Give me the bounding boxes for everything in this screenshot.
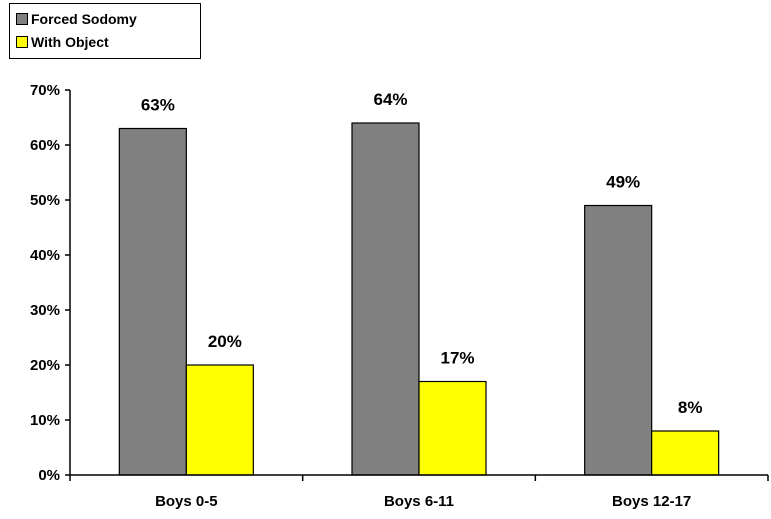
axes: [69, 90, 768, 476]
bar-with-object: [651, 430, 720, 476]
y-axis-ticks: 0% 10% 20% 30% 40% 50% 60% 70%: [30, 82, 70, 484]
x-axis-ticks: Boys 0-5 Boys 6-11 Boys 12-17: [69, 475, 769, 510]
x-tick-label: Boys 0-5: [155, 493, 218, 510]
x-tick-label: Boys 6-11: [384, 493, 454, 510]
bar-with-object: [418, 380, 487, 476]
legend-swatch-with-object: [16, 36, 28, 48]
y-tick-label: 60%: [30, 137, 60, 154]
bar-data-labels: 63% 20% 64% 17% 49% 8%: [141, 90, 703, 417]
legend-label-with-object: With Object: [31, 34, 109, 50]
bar-value-label: 64%: [373, 90, 407, 109]
y-tick-label: 50%: [30, 192, 60, 209]
y-tick-label: 70%: [30, 82, 60, 99]
legend-label-forced-sodomy: Forced Sodomy: [31, 11, 137, 27]
bar-value-label: 63%: [141, 96, 175, 115]
bars: [118, 122, 720, 476]
bar-value-label: 8%: [678, 398, 703, 417]
legend: Forced Sodomy With Object: [9, 3, 201, 59]
legend-item-with-object: With Object: [16, 33, 109, 51]
bar-forced-sodomy: [118, 127, 187, 476]
y-tick-label: 40%: [30, 247, 60, 264]
bar-with-object: [185, 364, 254, 476]
legend-swatch-forced-sodomy: [16, 13, 28, 25]
y-tick-label: 30%: [30, 302, 60, 319]
bar-value-label: 20%: [208, 332, 242, 351]
bar-forced-sodomy: [351, 122, 420, 476]
bar-value-label: 17%: [440, 349, 474, 368]
y-tick-label: 0%: [38, 467, 60, 484]
bar-value-label: 49%: [606, 173, 640, 192]
y-tick-label: 20%: [30, 357, 60, 374]
x-tick-label: Boys 12-17: [612, 493, 691, 510]
bar-forced-sodomy: [584, 204, 653, 476]
y-tick-label: 10%: [30, 412, 60, 429]
legend-item-forced-sodomy: Forced Sodomy: [16, 10, 137, 28]
